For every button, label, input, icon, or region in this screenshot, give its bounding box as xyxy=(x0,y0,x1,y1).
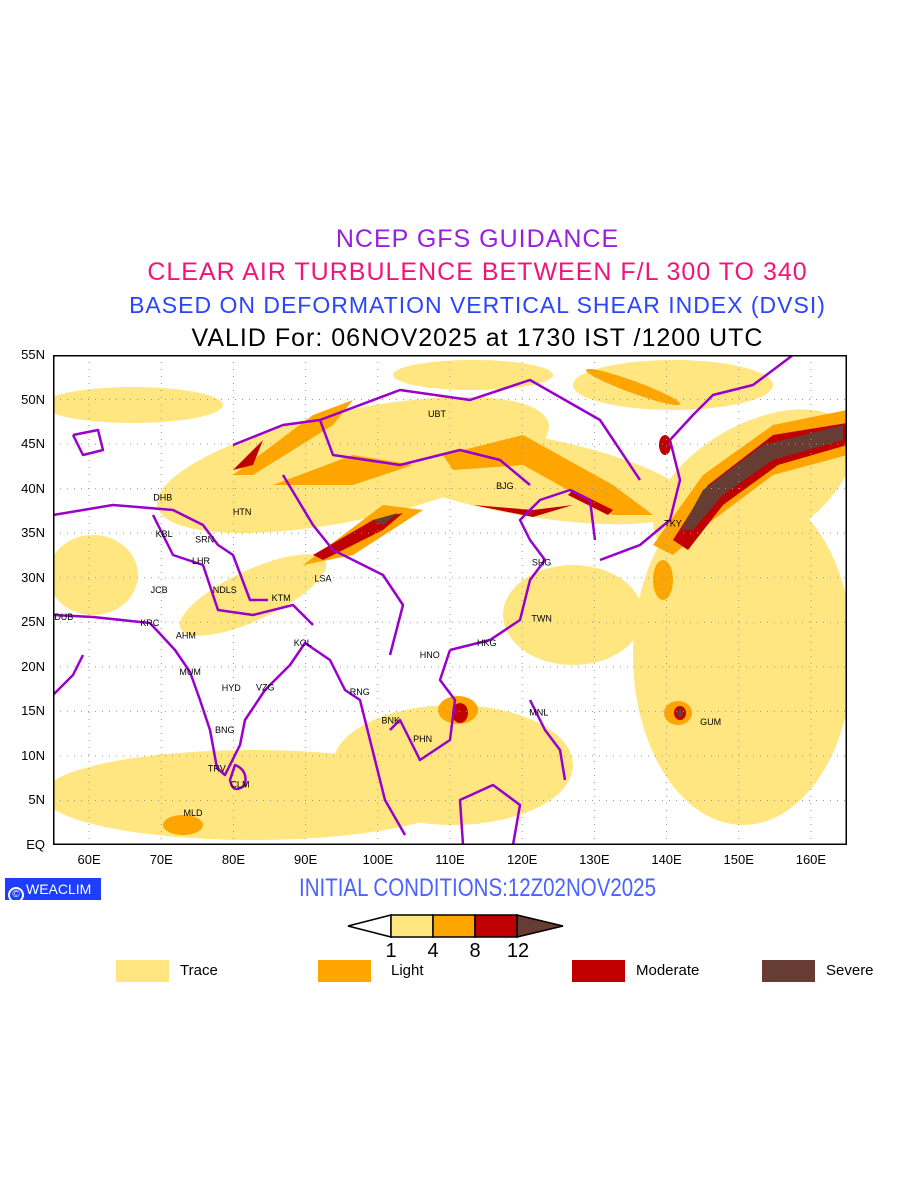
station-labels: UBT DHB HTN KBL SRN LHR JCB NDLS KTM LSA DUB KRC AHM… xyxy=(54,409,721,818)
station-srn: SRN xyxy=(195,534,214,544)
legend-label-moderate: Moderate xyxy=(636,962,700,979)
lon-tick-label: 70E xyxy=(149,852,173,867)
lat-tick-label: 10N xyxy=(21,747,45,763)
lat-tick-label: 25N xyxy=(21,614,45,630)
lat-tick-label: 40N xyxy=(21,480,45,496)
station-rng: RNG xyxy=(350,687,370,697)
station-htn: HTN xyxy=(233,507,252,517)
lon-tick-label: 100E xyxy=(362,852,393,867)
weaclim-logo: © WEACLIM xyxy=(5,878,101,903)
legend-label-light: Light xyxy=(391,962,424,979)
colorbar-light xyxy=(432,914,476,938)
lon-tick-label: 90E xyxy=(294,852,318,867)
map-grid xyxy=(53,355,847,845)
station-kbl: KBL xyxy=(156,529,173,539)
colorbar-tick: 4 xyxy=(427,940,439,962)
station-twn: TWN xyxy=(531,614,552,624)
station-lhr: LHR xyxy=(192,556,211,566)
colorbar-under xyxy=(347,914,392,938)
station-ktm: KTM xyxy=(272,593,291,603)
title-cat: CLEAR AIR TURBULENCE BETWEEN F/L 300 TO … xyxy=(147,258,808,286)
lat-tick-label: EQ xyxy=(26,837,45,852)
lon-tick-label: 150E xyxy=(723,852,754,867)
colorbar-tick: 8 xyxy=(469,940,481,962)
station-mum: MUM xyxy=(179,667,201,677)
lat-tick-label: 5N xyxy=(28,792,45,808)
station-gum: GUM xyxy=(700,717,721,727)
station-ubt: UBT xyxy=(428,409,447,419)
weaclim-label: WEACLIM xyxy=(26,881,92,897)
lon-tick-label: 80E xyxy=(221,852,246,867)
colorbar xyxy=(347,914,564,938)
coastlines-borders xyxy=(53,355,794,845)
legend-swatch-light xyxy=(318,960,371,982)
legend-swatch-severe xyxy=(762,960,815,982)
station-ndls: NDLS xyxy=(213,585,237,595)
station-hkg: HKG xyxy=(477,638,497,648)
lat-tick-label: 45N xyxy=(21,436,45,452)
colorbar-moderate xyxy=(474,914,518,938)
station-krc: KRC xyxy=(140,618,160,628)
station-phn: PHN xyxy=(413,734,432,744)
lon-tick-label: 60E xyxy=(77,852,101,867)
lat-tick-label: 50N xyxy=(21,391,45,407)
station-hno: HNO xyxy=(420,650,440,660)
title-ncep: NCEP GFS GUIDANCE xyxy=(335,225,620,253)
station-clm: CLM xyxy=(230,779,249,789)
colorbar-tick: 1 xyxy=(385,940,397,962)
colorbar-trace xyxy=(390,914,434,938)
lat-tick-label: 35N xyxy=(21,525,45,541)
lat-tick-label: 55N xyxy=(21,347,45,362)
title-valid: VALID For: 06NOV2025 at 1730 IST /1200 U… xyxy=(191,324,764,352)
legend-swatch-trace xyxy=(116,960,169,982)
station-hyd: HYD xyxy=(222,683,242,693)
legend-label-trace: Trace xyxy=(180,962,218,979)
station-lsa: LSA xyxy=(314,574,331,584)
legend-swatch-moderate xyxy=(572,960,625,982)
lat-tick-label: 30N xyxy=(21,569,45,585)
legend-label-severe: Severe xyxy=(826,962,874,979)
lon-tick-label: 160E xyxy=(795,852,827,867)
lat-tick-label: 20N xyxy=(21,658,45,674)
lat-tick-label: 15N xyxy=(21,703,45,719)
station-dub: DUB xyxy=(54,612,73,622)
lon-tick-label: 110E xyxy=(435,852,465,867)
copyright-icon: © xyxy=(8,887,24,903)
station-mld: MLD xyxy=(184,808,204,818)
station-kol: KOL xyxy=(294,638,312,648)
turbulence-map: UBT DHB HTN KBL SRN LHR JCB NDLS KTM LSA DUB KRC AHM… xyxy=(53,355,847,845)
colorbar-severe xyxy=(516,914,564,938)
station-bng: BNG xyxy=(215,725,235,735)
station-trv: TRV xyxy=(208,763,226,773)
lon-tick-label: 120E xyxy=(506,852,538,867)
station-dhb: DHB xyxy=(153,493,172,503)
station-jcb: JCB xyxy=(151,585,168,595)
station-tky: TKY xyxy=(664,518,682,528)
lon-tick-label: 140E xyxy=(651,852,682,867)
station-shg: SHG xyxy=(532,558,552,568)
station-bjg: BJG xyxy=(496,481,514,491)
colorbar-tick: 12 xyxy=(506,940,530,962)
station-vzg: VZG xyxy=(256,682,275,692)
severe-areas xyxy=(373,425,843,717)
station-mnl: MNL xyxy=(529,707,548,717)
station-bnk: BNK xyxy=(382,715,401,725)
title-dvsi: BASED ON DEFORMATION VERTICAL SHEAR INDE… xyxy=(129,292,826,318)
lon-tick-label: 130E xyxy=(579,852,610,867)
station-ahm: AHM xyxy=(176,631,196,641)
initial-conditions: INITIAL CONDITIONS:12Z02NOV2025 xyxy=(299,874,656,902)
